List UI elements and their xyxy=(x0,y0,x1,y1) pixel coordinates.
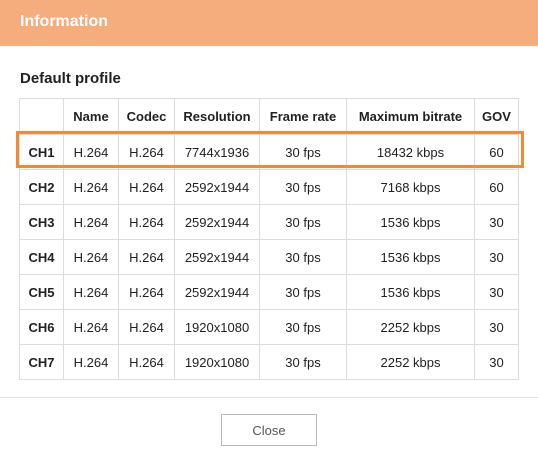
cell-max-bitrate: 1536 kbps xyxy=(346,204,475,240)
cell-resolution: 1920x1080 xyxy=(174,344,260,380)
cell-channel: CH1 xyxy=(19,134,64,170)
table-row: CH7 H.264 H.264 1920x1080 30 fps 2252 kb… xyxy=(19,344,519,380)
table-row: CH6 H.264 H.264 1920x1080 30 fps 2252 kb… xyxy=(19,309,519,345)
cell-gov: 30 xyxy=(474,309,519,345)
cell-channel: CH3 xyxy=(19,204,64,240)
cell-name: H.264 xyxy=(63,309,119,345)
cell-frame-rate: 30 fps xyxy=(259,274,347,310)
cell-name: H.264 xyxy=(63,274,119,310)
footer-divider xyxy=(0,397,538,398)
cell-codec: H.264 xyxy=(118,204,175,240)
cell-name: H.264 xyxy=(63,344,119,380)
cell-gov: 30 xyxy=(474,274,519,310)
header-gov: GOV xyxy=(474,98,519,135)
table-row: CH5 H.264 H.264 2592x1944 30 fps 1536 kb… xyxy=(19,274,519,310)
cell-gov: 30 xyxy=(474,344,519,380)
cell-codec: H.264 xyxy=(118,134,175,170)
cell-codec: H.264 xyxy=(118,274,175,310)
table-row: CH1 H.264 H.264 7744x1936 30 fps 18432 k… xyxy=(19,134,519,170)
dialog-title: Information xyxy=(20,13,108,30)
cell-resolution: 2592x1944 xyxy=(174,239,260,275)
cell-gov: 30 xyxy=(474,204,519,240)
table-row: CH3 H.264 H.264 2592x1944 30 fps 1536 kb… xyxy=(19,204,519,240)
cell-channel: CH4 xyxy=(19,239,64,275)
cell-frame-rate: 30 fps xyxy=(259,309,347,345)
cell-resolution: 2592x1944 xyxy=(174,274,260,310)
close-button[interactable]: Close xyxy=(221,414,317,446)
cell-frame-rate: 30 fps xyxy=(259,204,347,240)
header-channel xyxy=(19,98,64,135)
cell-resolution: 2592x1944 xyxy=(174,169,260,205)
cell-resolution: 1920x1080 xyxy=(174,309,260,345)
table-row: CH4 H.264 H.264 2592x1944 30 fps 1536 kb… xyxy=(19,239,519,275)
cell-channel: CH5 xyxy=(19,274,64,310)
table-header-row: Name Codec Resolution Frame rate Maximum… xyxy=(19,98,519,135)
cell-name: H.264 xyxy=(63,204,119,240)
header-frame-rate: Frame rate xyxy=(259,98,347,135)
cell-codec: H.264 xyxy=(118,239,175,275)
header-codec: Codec xyxy=(118,98,175,135)
cell-codec: H.264 xyxy=(118,309,175,345)
cell-gov: 30 xyxy=(474,239,519,275)
cell-codec: H.264 xyxy=(118,344,175,380)
cell-channel: CH2 xyxy=(19,169,64,205)
cell-max-bitrate: 2252 kbps xyxy=(346,309,475,345)
cell-resolution: 2592x1944 xyxy=(174,204,260,240)
cell-frame-rate: 30 fps xyxy=(259,239,347,275)
cell-name: H.264 xyxy=(63,134,119,170)
cell-max-bitrate: 1536 kbps xyxy=(346,239,475,275)
header-max-bitrate: Maximum bitrate xyxy=(346,98,475,135)
cell-max-bitrate: 1536 kbps xyxy=(346,274,475,310)
cell-max-bitrate: 7168 kbps xyxy=(346,169,475,205)
cell-max-bitrate: 2252 kbps xyxy=(346,344,475,380)
cell-channel: CH7 xyxy=(19,344,64,380)
profile-table: Name Codec Resolution Frame rate Maximum… xyxy=(19,98,519,380)
cell-gov: 60 xyxy=(474,134,519,170)
section-title: Default profile xyxy=(20,70,121,87)
cell-max-bitrate: 18432 kbps xyxy=(346,134,475,170)
cell-channel: CH6 xyxy=(19,309,64,345)
cell-frame-rate: 30 fps xyxy=(259,169,347,205)
cell-frame-rate: 30 fps xyxy=(259,134,347,170)
dialog-titlebar: Information xyxy=(0,0,538,46)
cell-resolution: 7744x1936 xyxy=(174,134,260,170)
table-row: CH2 H.264 H.264 2592x1944 30 fps 7168 kb… xyxy=(19,169,519,205)
cell-name: H.264 xyxy=(63,169,119,205)
cell-frame-rate: 30 fps xyxy=(259,344,347,380)
cell-gov: 60 xyxy=(474,169,519,205)
header-resolution: Resolution xyxy=(174,98,260,135)
header-name: Name xyxy=(63,98,119,135)
cell-name: H.264 xyxy=(63,239,119,275)
cell-codec: H.264 xyxy=(118,169,175,205)
